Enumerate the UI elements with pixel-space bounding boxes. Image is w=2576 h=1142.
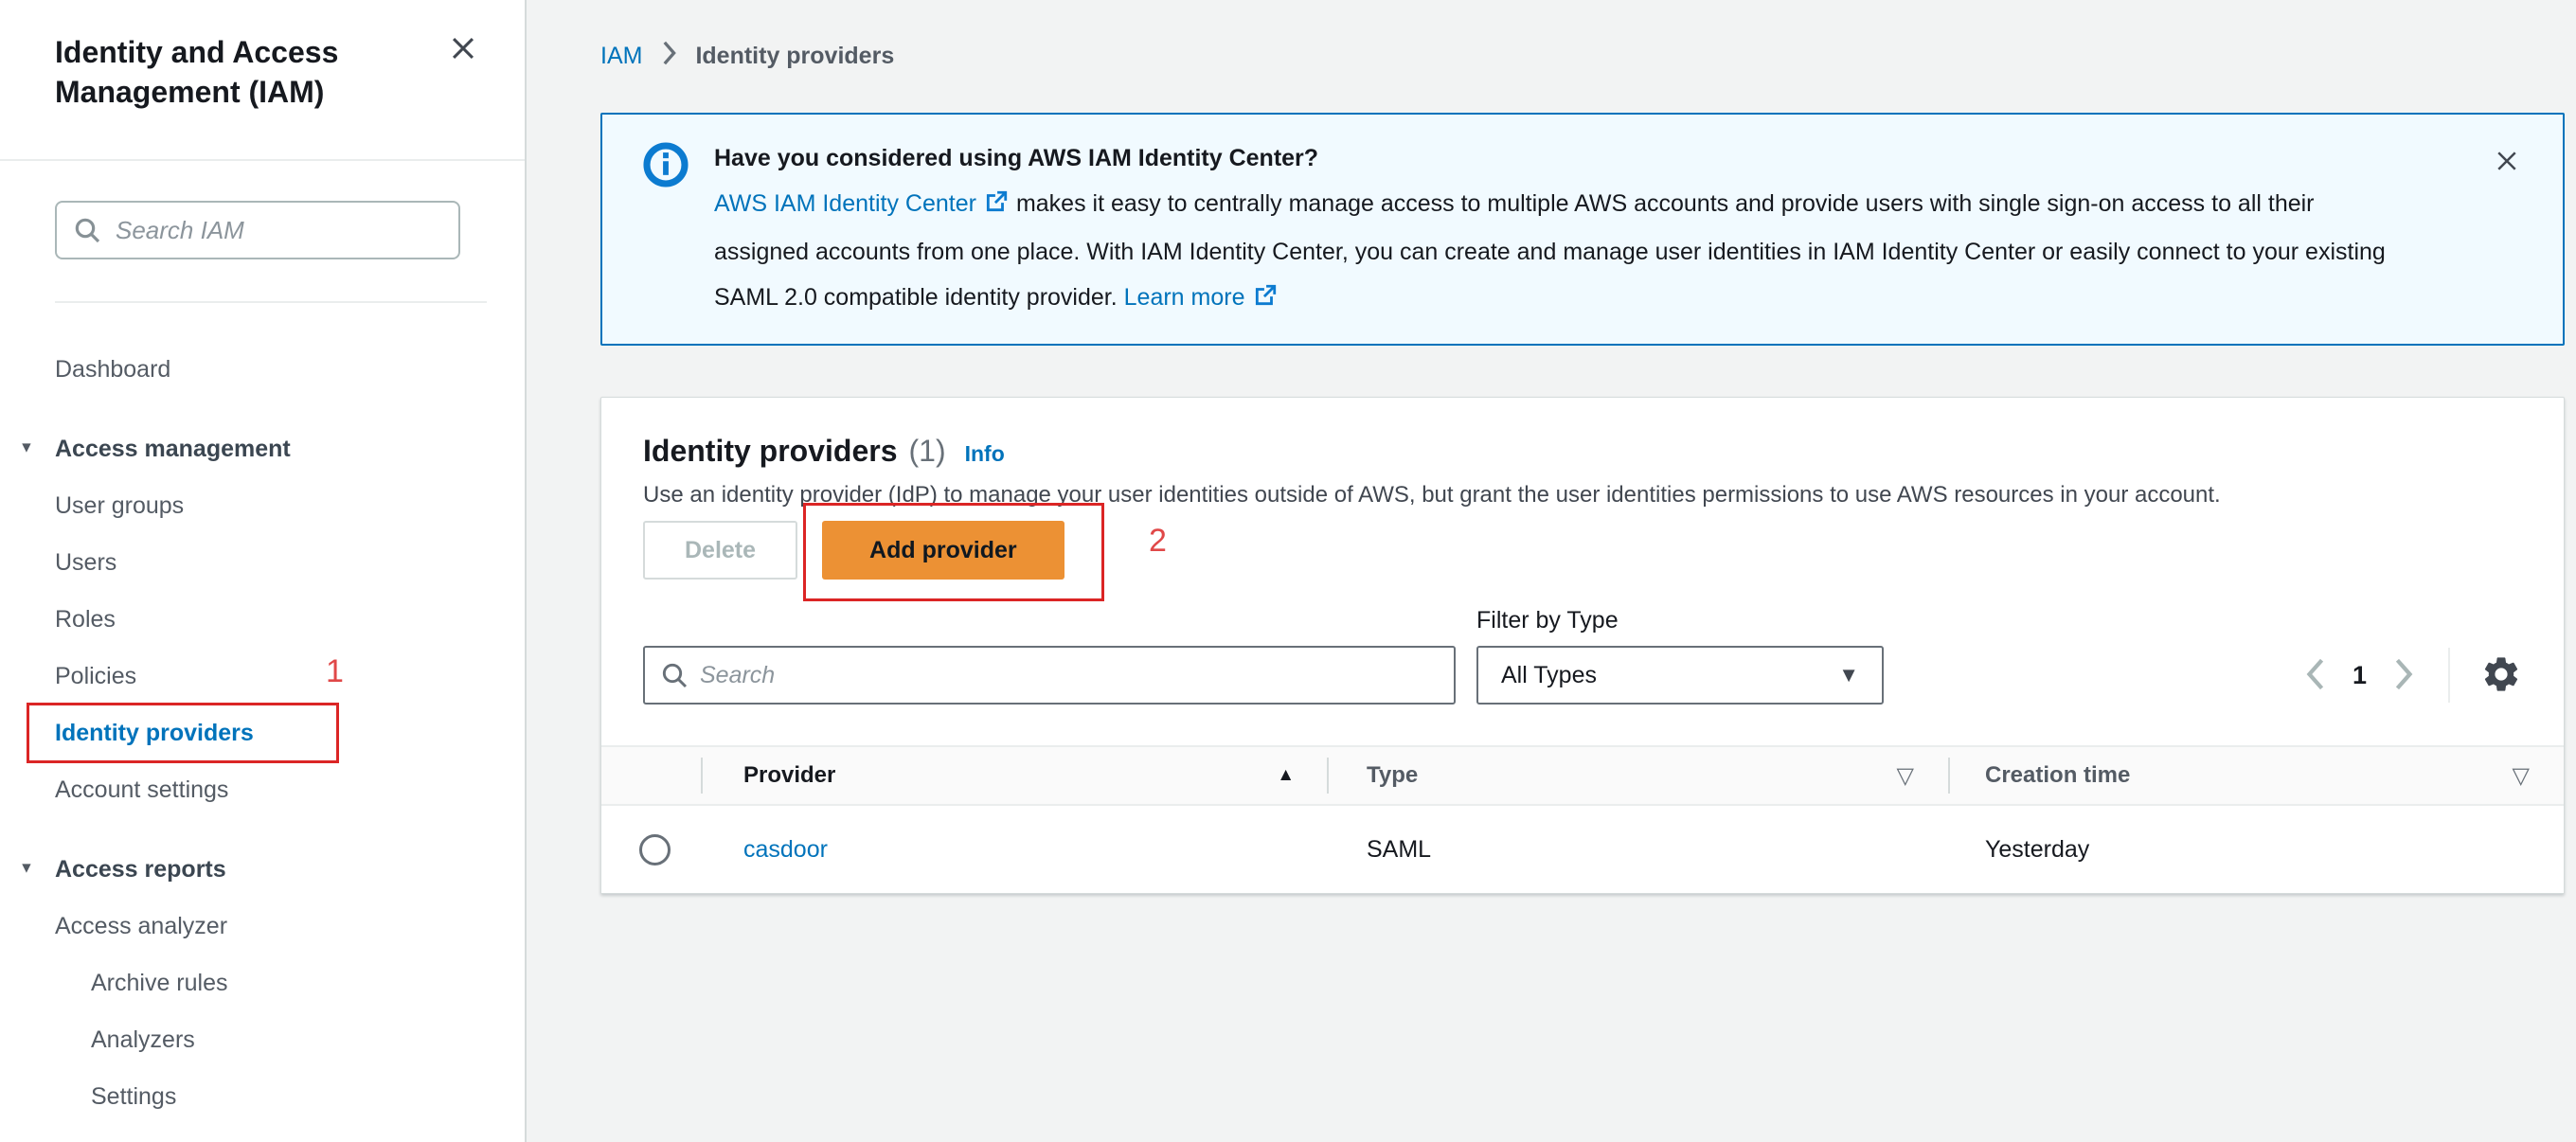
close-icon [2493,152,2521,178]
external-link-icon [984,190,1009,220]
sidebar-item-label: Roles [55,605,116,633]
sidebar-section-access-reports[interactable]: ▼ Access reports [0,841,525,898]
sidebar-nav: Dashboard ▼ Access management User group… [0,341,525,1125]
banner-close-button[interactable] [2493,147,2521,178]
provider-link[interactable]: casdoor [743,835,828,863]
sidebar-item-label: Archive rules [91,969,228,996]
type-filter-value: All Types [1501,661,1597,688]
add-provider-button[interactable]: Add provider [822,521,1064,580]
main-content: IAM Identity providers Have you consider… [527,0,2576,1142]
table-toolbar: Filter by Type All Types ▼ 1 [643,607,2522,705]
filter-icon[interactable]: ▽ [1896,762,1914,789]
identity-center-link[interactable]: AWS IAM Identity Center [714,190,976,217]
sidebar-item-label: Dashboard [55,355,171,383]
table-header-row: Provider ▲ Type ▽ Creation time ▽ [601,745,2564,806]
column-label: Type [1367,762,1419,788]
search-icon [659,660,689,695]
delete-button[interactable]: Delete [643,521,798,580]
sidebar-item-label: Analyzers [91,1026,195,1053]
close-icon [447,37,479,67]
dropdown-caret-icon: ▼ [1838,663,1859,687]
sidebar-item-label: Identity providers [55,719,254,746]
column-header-provider[interactable]: Provider ▲ [703,762,1327,789]
next-page-button[interactable] [2389,657,2418,694]
identity-center-banner: Have you considered using AWS IAM Identi… [600,113,2565,346]
sidebar-item-label: Access analyzer [55,912,228,939]
chevron-right-icon [2389,658,2418,694]
iam-sidebar: Identity and Access Management (IAM) Das… [0,0,527,1142]
banner-text: Have you considered using AWS IAM Identi… [714,135,2525,323]
column-divider [1327,758,1329,794]
table-row: casdoor SAML Yesterday [601,806,2564,893]
sidebar-item-policies[interactable]: Policies [0,648,525,705]
learn-more-link[interactable]: Learn more [1123,284,1245,311]
panel-title: Identity providers [643,434,898,468]
table-settings-button[interactable] [2480,653,2522,698]
sidebar-close-button[interactable] [447,32,479,67]
row-type-cell: SAML [1367,835,1432,863]
external-link-icon [1253,284,1278,313]
search-icon [72,215,102,250]
banner-title: Have you considered using AWS IAM Identi… [714,145,1319,171]
column-label: Provider [743,762,836,788]
pagination: 1 [2301,646,2522,705]
sidebar-search-input[interactable] [55,201,460,259]
info-icon [642,141,689,323]
sidebar-item-settings[interactable]: Settings [0,1068,525,1125]
page-number: 1 [2352,660,2367,689]
annotation-number-2: 2 [1149,523,1167,559]
column-header-creation-time[interactable]: Creation time ▽ [1950,762,2564,790]
sidebar-item-archive-rules[interactable]: Archive rules [0,955,525,1011]
chevron-left-icon [2301,658,2330,694]
sidebar-item-account-settings[interactable]: Account settings [0,761,525,818]
sidebar-item-label: Users [55,548,117,576]
gear-icon [2480,656,2522,698]
filter-icon[interactable]: ▽ [2512,762,2530,789]
sort-ascending-icon[interactable]: ▲ [1277,765,1295,785]
chevron-right-icon [659,40,678,73]
sidebar-item-user-groups[interactable]: User groups [0,477,525,534]
sidebar-divider [0,159,525,161]
pagination-divider [2448,648,2450,703]
section-caret-icon: ▼ [19,860,34,877]
previous-page-button[interactable] [2301,657,2330,694]
identity-providers-panel: Identity providers (1) Info Use an ident… [600,397,2565,894]
panel-count: (1) [908,434,946,468]
column-divider [701,758,703,794]
column-header-type[interactable]: Type ▽ [1329,762,1948,790]
info-link[interactable]: Info [964,441,1005,466]
sidebar-section-label: Access reports [55,855,226,883]
provider-search-input[interactable] [643,646,1456,705]
row-creation-time-cell: Yesterday [1985,835,2090,863]
sidebar-item-dashboard[interactable]: Dashboard [0,341,525,398]
sidebar-item-access-analyzer[interactable]: Access analyzer [0,898,525,955]
column-divider [1948,758,1950,794]
row-radio-button[interactable] [639,833,671,865]
panel-actions: Delete Add provider 2 [643,503,2522,601]
identity-providers-table: Provider ▲ Type ▽ Creation time ▽ casdoo… [601,745,2564,893]
sidebar-item-analyzers[interactable]: Analyzers [0,1011,525,1068]
sidebar-item-label: Settings [91,1082,177,1110]
sidebar-divider [55,301,487,303]
breadcrumb-current: Identity providers [695,43,895,69]
sidebar-section-access-management[interactable]: ▼ Access management [0,420,525,477]
breadcrumb: IAM Identity providers [600,40,2565,73]
sidebar-item-roles[interactable]: Roles [0,591,525,648]
banner-body: AWS IAM Identity Center makes it easy to … [714,181,2402,323]
type-filter-dropdown[interactable]: All Types ▼ [1476,646,1884,705]
sidebar-item-label: User groups [55,491,185,519]
column-label: Creation time [1985,762,2131,788]
sidebar-item-label: Account settings [55,776,229,803]
sidebar-item-label: Policies [55,662,137,689]
annotation-number-1: 1 [326,653,344,689]
breadcrumb-iam-link[interactable]: IAM [600,43,643,69]
sidebar-item-identity-providers[interactable]: Identity providers [0,703,525,763]
sidebar-title: Identity and Access Management (IAM) [55,35,339,109]
filter-by-type-label: Filter by Type [1476,607,1619,633]
sidebar-item-users[interactable]: Users [0,534,525,591]
panel-description: Use an identity provider (IdP) to manage… [643,482,2221,508]
sidebar-section-label: Access management [55,435,291,462]
banner-body-text: makes it easy to centrally manage access… [714,190,2386,311]
section-caret-icon: ▼ [19,439,34,456]
